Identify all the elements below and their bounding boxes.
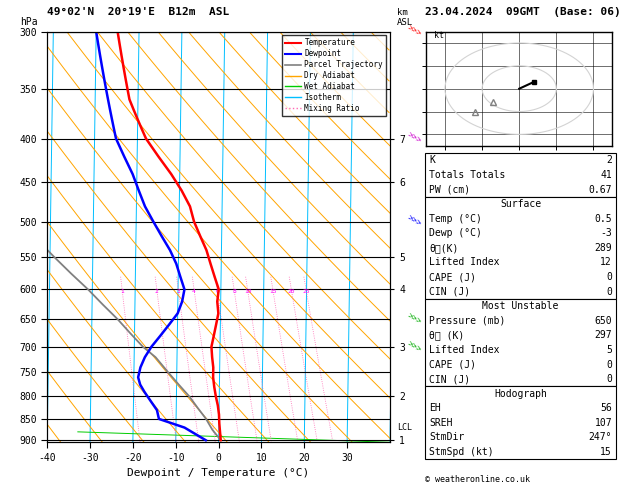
Text: StmDir: StmDir <box>429 433 464 442</box>
Text: Surface: Surface <box>500 199 541 209</box>
Text: 0: 0 <box>606 287 612 296</box>
Text: 0: 0 <box>606 360 612 369</box>
Text: Dewp (°C): Dewp (°C) <box>429 228 482 238</box>
Text: © weatheronline.co.uk: © weatheronline.co.uk <box>425 474 530 484</box>
Text: hPa: hPa <box>19 17 37 28</box>
Text: Hodograph: Hodograph <box>494 389 547 399</box>
Text: K: K <box>429 156 435 165</box>
Text: Totals Totals: Totals Totals <box>429 170 505 180</box>
Text: 15: 15 <box>600 447 612 457</box>
Legend: Temperature, Dewpoint, Parcel Trajectory, Dry Adiabat, Wet Adiabat, Isotherm, Mi: Temperature, Dewpoint, Parcel Trajectory… <box>282 35 386 116</box>
Text: >>>: >>> <box>406 339 423 354</box>
Text: 0.5: 0.5 <box>594 214 612 224</box>
Text: 2: 2 <box>155 289 159 295</box>
Text: Lifted Index: Lifted Index <box>429 345 499 355</box>
Text: 650: 650 <box>594 316 612 326</box>
Text: 25: 25 <box>303 289 309 295</box>
Text: 8: 8 <box>232 289 236 295</box>
Text: 2: 2 <box>606 156 612 165</box>
Text: θᴄ(K): θᴄ(K) <box>429 243 459 253</box>
Text: 20: 20 <box>287 289 295 295</box>
Text: >>>: >>> <box>406 312 423 327</box>
Text: EH: EH <box>429 403 441 413</box>
Text: LCL: LCL <box>397 423 412 432</box>
Text: 15: 15 <box>269 289 277 295</box>
Text: >>>: >>> <box>406 24 423 39</box>
Text: >>>: >>> <box>406 131 423 146</box>
Text: Pressure (mb): Pressure (mb) <box>429 316 505 326</box>
Text: Most Unstable: Most Unstable <box>482 301 559 311</box>
Text: >>>: >>> <box>406 214 423 229</box>
Text: SREH: SREH <box>429 418 452 428</box>
Text: CAPE (J): CAPE (J) <box>429 360 476 369</box>
Text: km
ASL: km ASL <box>397 8 413 28</box>
X-axis label: Dewpoint / Temperature (°C): Dewpoint / Temperature (°C) <box>128 468 309 478</box>
Text: CIN (J): CIN (J) <box>429 287 470 296</box>
Text: 12: 12 <box>600 258 612 267</box>
Text: CIN (J): CIN (J) <box>429 374 470 384</box>
Text: 23.04.2024  09GMT  (Base: 06): 23.04.2024 09GMT (Base: 06) <box>425 7 620 17</box>
Text: 3: 3 <box>176 289 180 295</box>
Text: 41: 41 <box>600 170 612 180</box>
Text: 4: 4 <box>192 289 196 295</box>
Text: 0: 0 <box>606 272 612 282</box>
Text: CAPE (J): CAPE (J) <box>429 272 476 282</box>
Text: θᴄ (K): θᴄ (K) <box>429 330 464 340</box>
Text: 5: 5 <box>606 345 612 355</box>
Text: -3: -3 <box>600 228 612 238</box>
Text: 6: 6 <box>215 289 219 295</box>
Text: 49°02'N  20°19'E  B12m  ASL: 49°02'N 20°19'E B12m ASL <box>47 7 230 17</box>
Text: 0.67: 0.67 <box>589 185 612 194</box>
Text: 247°: 247° <box>589 433 612 442</box>
Text: 289: 289 <box>594 243 612 253</box>
Text: 1: 1 <box>120 289 124 295</box>
Text: kt: kt <box>434 32 444 40</box>
Text: 0: 0 <box>606 374 612 384</box>
Text: 10: 10 <box>244 289 252 295</box>
Text: Lifted Index: Lifted Index <box>429 258 499 267</box>
Text: StmSpd (kt): StmSpd (kt) <box>429 447 494 457</box>
Text: 107: 107 <box>594 418 612 428</box>
Text: 297: 297 <box>594 330 612 340</box>
Text: PW (cm): PW (cm) <box>429 185 470 194</box>
Text: Temp (°C): Temp (°C) <box>429 214 482 224</box>
Text: 56: 56 <box>600 403 612 413</box>
Text: Mixing Ratio (g/kg): Mixing Ratio (g/kg) <box>452 190 460 284</box>
